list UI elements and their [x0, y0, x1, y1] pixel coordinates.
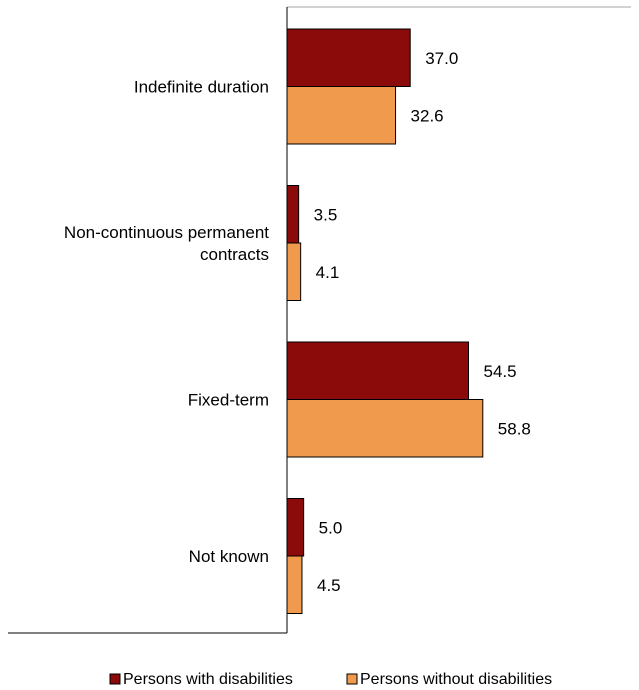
bar-without-disabilities-3	[286, 399, 484, 458]
legend: Persons with disabilities Persons without…	[109, 671, 552, 688]
legend-swatch	[346, 673, 358, 685]
bar-with-disabilities-2	[286, 185, 300, 244]
bar-with-disabilities-3	[286, 341, 469, 400]
category-label: Indefinite duration	[134, 78, 269, 97]
category-label: Non-continuous permanent	[64, 223, 269, 242]
bar-with-disabilities-1	[286, 28, 411, 87]
value-label: 58.8	[498, 419, 531, 438]
value-label: 4.5	[317, 576, 341, 595]
category-label: Not known	[189, 547, 269, 566]
bar-without-disabilities-2	[286, 242, 302, 301]
bar-without-disabilities-4	[286, 555, 303, 614]
category-labels-layer: Indefinite duration Non-continuous perman…	[64, 78, 269, 567]
category-label: Fixed-term	[188, 391, 269, 410]
value-label: 37.0	[425, 49, 458, 68]
value-label: 32.6	[411, 106, 444, 125]
value-label: 5.0	[319, 518, 343, 537]
legend-label: Persons with disabilities	[123, 671, 293, 688]
value-label: 4.1	[316, 263, 340, 282]
legend-swatch	[109, 673, 121, 685]
value-label: 3.5	[314, 205, 338, 224]
category-label: contracts	[200, 245, 269, 264]
value-labels-layer: 37.0 32.6 3.5 4.1 54.5 58.8 5.0 4.5	[314, 49, 531, 595]
bar-without-disabilities-1	[286, 86, 397, 145]
value-label: 54.5	[483, 362, 516, 381]
bar-with-disabilities-4	[286, 498, 305, 557]
legend-label: Persons without disabilities	[360, 671, 552, 688]
bars-layer	[286, 28, 484, 614]
